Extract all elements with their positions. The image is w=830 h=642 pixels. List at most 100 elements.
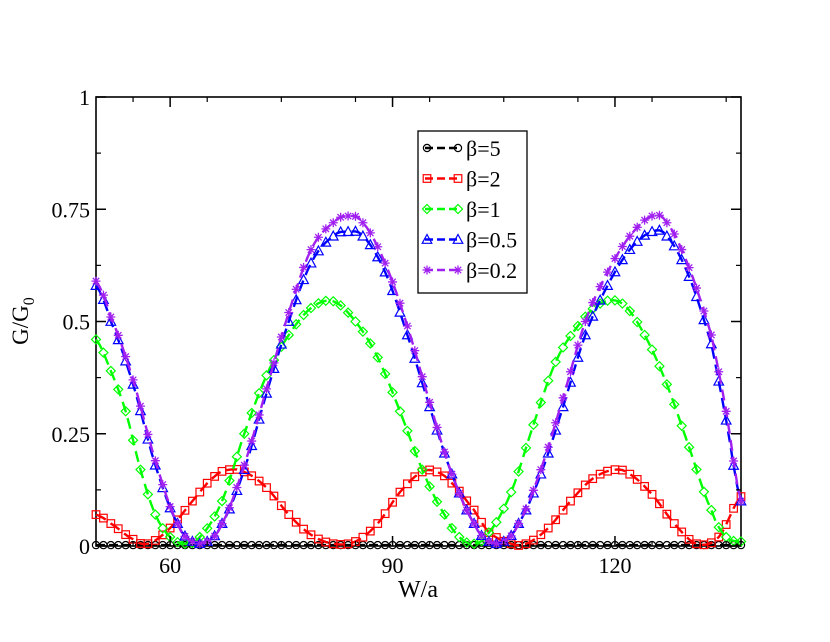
data-point: [416, 376, 429, 388]
legend-item: β=0.2: [422, 258, 517, 283]
data-point: [588, 298, 598, 308]
data-point: [536, 465, 546, 475]
data-point: [320, 236, 332, 247]
data-point: [291, 284, 301, 294]
y-axis-label-main: G/G: [8, 305, 33, 345]
data-point: [409, 445, 421, 457]
legend-item: β=0.5: [421, 228, 517, 253]
y-tick-label: 1: [79, 85, 90, 110]
data-point: [121, 530, 131, 540]
legend-marker: [422, 143, 432, 153]
data-point: [299, 262, 309, 272]
data-point: [253, 413, 265, 424]
data-point: [290, 293, 302, 305]
data-point: [373, 242, 383, 252]
data-point: [424, 481, 435, 492]
data-point: [439, 509, 450, 520]
data-point: [698, 313, 710, 325]
data-point: [358, 218, 368, 228]
data-point: [640, 481, 650, 491]
data-point: [491, 539, 501, 549]
data-point: [321, 224, 331, 234]
data-point: [513, 466, 524, 477]
data-point: [253, 387, 265, 399]
data-point: [586, 310, 599, 321]
data-point: [357, 229, 369, 241]
data-point: [594, 293, 606, 305]
data-point: [698, 486, 710, 498]
data-point: [551, 515, 561, 525]
data-point: [653, 224, 666, 235]
data-point: [454, 488, 464, 498]
data-point: [632, 222, 642, 232]
data-point: [246, 407, 258, 419]
data-point: [573, 340, 583, 350]
data-point: [558, 393, 568, 403]
legend-marker: [422, 265, 432, 275]
data-point: [713, 521, 725, 533]
data-point: [529, 535, 538, 545]
data-point: [291, 517, 301, 527]
data-point: [247, 471, 257, 481]
data-point: [254, 410, 264, 420]
data-point: [305, 256, 317, 268]
data-point: [262, 483, 271, 493]
data-point: [349, 225, 362, 236]
data-point: [573, 488, 583, 498]
data-point: [238, 428, 250, 440]
data-point: [313, 297, 324, 309]
legend-marker: [452, 233, 464, 244]
data-point: [379, 368, 391, 380]
data-point: [106, 312, 116, 322]
legend-label: β=1: [466, 197, 501, 222]
data-point: [305, 302, 317, 314]
legend-item: β=5: [422, 136, 501, 161]
data-point: [350, 316, 361, 327]
data-point: [334, 225, 347, 237]
data-point: [551, 418, 561, 428]
data-point: [609, 265, 621, 277]
data-point: [328, 218, 338, 228]
data-point: [601, 279, 614, 290]
data-point: [490, 516, 502, 528]
data-point: [231, 451, 243, 463]
data-point: [320, 295, 332, 307]
data-point: [721, 520, 731, 529]
legend-box: [417, 130, 528, 294]
data-point: [706, 330, 716, 340]
data-point: [699, 306, 709, 316]
data-point: [705, 504, 717, 516]
data-point: [180, 505, 190, 515]
data-point: [128, 375, 138, 385]
data-point: [669, 229, 679, 239]
data-point: [276, 332, 286, 342]
data-point: [232, 482, 242, 492]
data-point: [654, 360, 665, 372]
data-point: [535, 467, 547, 479]
data-point: [247, 436, 257, 446]
data-point: [692, 283, 702, 293]
data-point: [260, 387, 273, 398]
legend: β=5 β=2 β=1 β=0.5 β=0.2: [417, 130, 528, 294]
data-point: [395, 298, 405, 308]
data-point: [142, 432, 154, 444]
data-point: [676, 420, 688, 432]
data-point: [187, 496, 197, 506]
data-point: [121, 352, 131, 362]
data-point: [625, 469, 635, 479]
data-point: [535, 397, 547, 408]
data-point: [99, 513, 108, 523]
data-point: [623, 243, 636, 255]
data-point: [187, 537, 197, 547]
data-point: [668, 239, 681, 251]
data-point: [677, 245, 687, 255]
data-point: [631, 235, 644, 246]
data-point: [603, 267, 613, 277]
series-square: [91, 464, 746, 550]
data-point: [210, 472, 220, 481]
data-point: [210, 531, 220, 541]
data-point: [655, 499, 664, 509]
data-point: [157, 522, 169, 534]
legend-label: β=2: [466, 167, 501, 192]
data-point: [661, 229, 673, 241]
